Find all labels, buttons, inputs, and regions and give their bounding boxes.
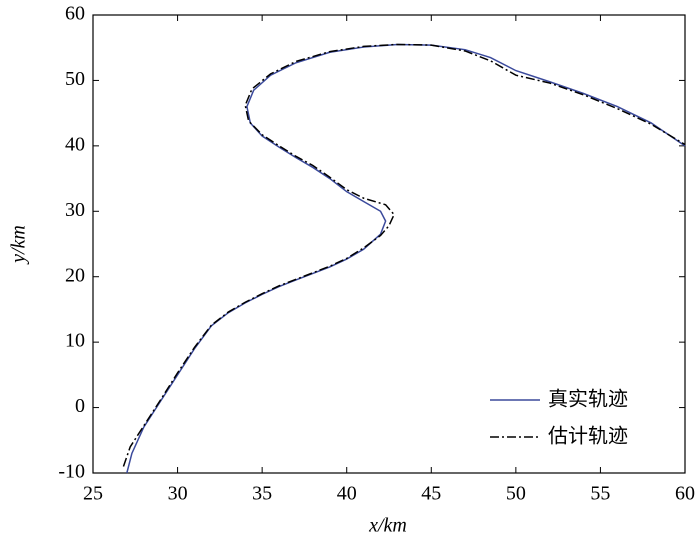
y-tick-label: 50 [65,68,85,90]
x-tick-label: 55 [590,483,610,505]
legend-label: 真实轨迹 [548,387,628,411]
x-tick-label: 30 [168,483,188,505]
y-tick-label: 0 [75,395,85,417]
y-tick-label: 40 [65,133,85,155]
x-tick-label: 60 [675,483,695,505]
x-tick-label: 25 [83,483,103,505]
x-tick-label: 40 [337,483,357,505]
x-axis-label: x/km [368,515,407,537]
x-tick-label: 35 [252,483,272,505]
y-tick-label: 20 [65,264,85,286]
y-tick-label: 30 [65,199,85,221]
y-tick-label: 10 [65,330,85,352]
plot-frame [92,14,686,474]
legend-label: 估计轨迹 [548,424,628,448]
series-line [122,43,686,467]
x-tick-label: 45 [421,483,441,505]
x-tick-label: 50 [506,483,526,505]
y-tick-label: -10 [58,461,85,483]
y-tick-label: 60 [65,3,85,25]
y-axis-label: y/km [8,225,30,265]
